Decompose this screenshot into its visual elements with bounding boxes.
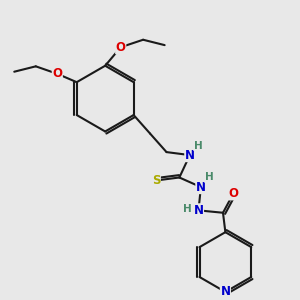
Text: N: N (194, 204, 203, 217)
Text: H: H (194, 140, 203, 151)
Text: O: O (116, 41, 126, 54)
Text: N: N (220, 285, 230, 298)
Text: O: O (52, 67, 62, 80)
Text: S: S (152, 174, 160, 187)
Text: N: N (185, 148, 195, 162)
Text: O: O (228, 187, 239, 200)
Text: H: H (183, 204, 191, 214)
Text: N: N (196, 181, 206, 194)
Text: H: H (205, 172, 214, 182)
